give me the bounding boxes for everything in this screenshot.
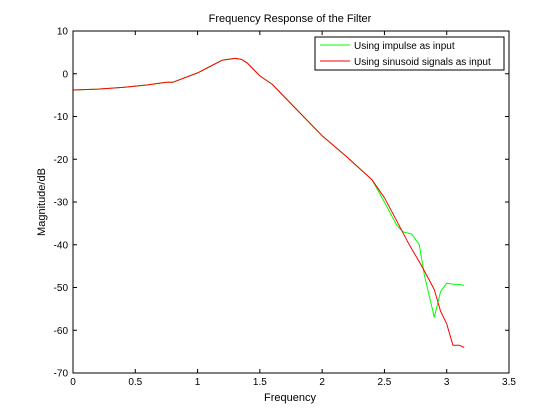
- y-tick-label: 10: [57, 27, 69, 38]
- x-tick-label: 2.5: [377, 377, 391, 388]
- y-tick-label: -20: [54, 155, 69, 166]
- x-tick-label: 3: [444, 377, 450, 388]
- ticks-layer: 0 0.5 1 1.5 2 2.5 3 3.5 10 0 -10 -20 -30 -40 -50 -60 -70: [54, 27, 517, 389]
- x-tick-label: 3.5: [502, 377, 516, 388]
- legend: Using impulse as input Using sinusoid si…: [314, 36, 505, 71]
- series-layer: [72, 57, 465, 348]
- x-tick-label: 0.5: [128, 377, 142, 388]
- y-tick-label: -70: [54, 369, 69, 380]
- x-tick-label: 1: [195, 377, 201, 388]
- y-axis-label: Magnitude/dB: [36, 168, 48, 236]
- x-tick-label: 0: [70, 377, 76, 388]
- legend-label-impulse: Using impulse as input: [354, 41, 455, 52]
- axes-background: [73, 31, 509, 373]
- y-tick-label: -40: [54, 240, 69, 251]
- series-line-sinusoid: [72, 57, 465, 348]
- y-tick-label: -60: [54, 326, 69, 337]
- y-tick-label: 0: [62, 69, 68, 80]
- y-tick-label: -30: [54, 198, 69, 209]
- legend-label-sinusoid: Using sinusoid signals as input: [354, 57, 491, 68]
- y-tick-label: -50: [54, 283, 69, 294]
- x-tick-label: 2: [319, 377, 325, 388]
- y-tick-label: -10: [54, 112, 69, 123]
- x-tick-label: 1.5: [253, 377, 267, 388]
- chart-title: Frequency Response of the Filter: [209, 13, 372, 25]
- legend-box: [314, 36, 505, 71]
- x-axis-label: Frequency: [264, 392, 316, 404]
